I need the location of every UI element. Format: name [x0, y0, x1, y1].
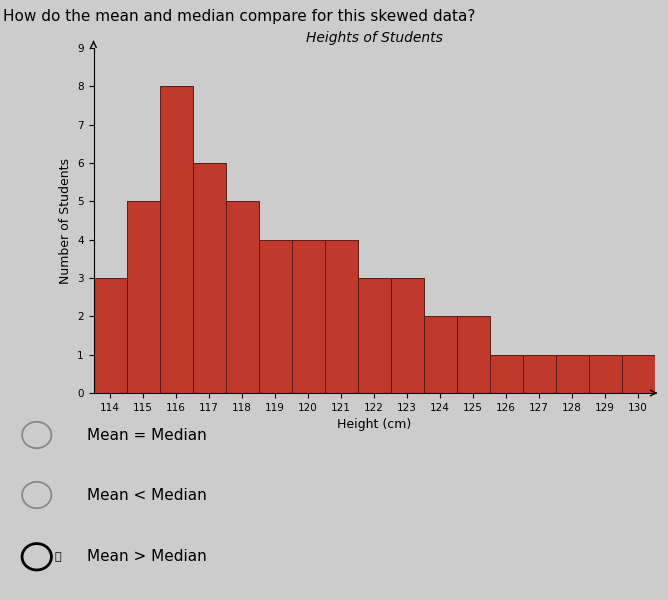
X-axis label: Height (cm): Height (cm) — [337, 418, 411, 431]
Text: Mean = Median: Mean = Median — [87, 427, 206, 443]
Bar — [126, 202, 160, 393]
Bar — [457, 316, 490, 393]
Bar — [622, 355, 655, 393]
Bar — [522, 355, 556, 393]
Bar — [226, 202, 259, 393]
Bar — [490, 355, 522, 393]
Bar — [259, 239, 291, 393]
Bar — [556, 355, 589, 393]
Bar — [94, 278, 126, 393]
Bar — [357, 278, 391, 393]
Bar — [325, 239, 357, 393]
Text: Mean > Median: Mean > Median — [87, 550, 206, 564]
Title: Heights of Students: Heights of Students — [306, 31, 442, 46]
Y-axis label: Number of Students: Number of Students — [59, 157, 71, 283]
Bar — [160, 86, 192, 393]
Text: Mean < Median: Mean < Median — [87, 487, 206, 503]
Bar — [391, 278, 424, 393]
Bar — [424, 316, 457, 393]
Bar — [291, 239, 325, 393]
Bar — [192, 163, 226, 393]
Bar — [589, 355, 622, 393]
Text: ⮡: ⮡ — [55, 551, 61, 562]
Text: How do the mean and median compare for this skewed data?: How do the mean and median compare for t… — [3, 9, 476, 24]
